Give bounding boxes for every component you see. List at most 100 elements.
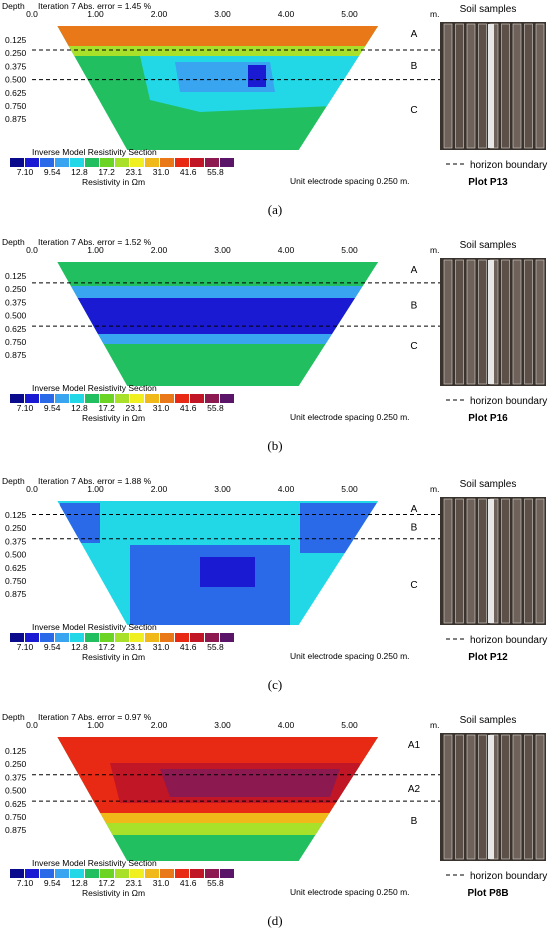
legend-title: Inverse Model Resistivity Section: [32, 858, 157, 868]
legend-swatch: [85, 869, 99, 878]
resistivity-section: [57, 737, 379, 861]
x-unit-label: m.: [430, 9, 439, 19]
legend-value: 7.10: [17, 403, 34, 413]
horizon-legend-label: horizon boundary: [470, 160, 547, 171]
legend-swatch: [25, 633, 39, 642]
x-tick-label: 1.00: [87, 484, 104, 494]
depth-tick-label: 0.250: [5, 759, 27, 769]
legend-swatch: [100, 633, 114, 642]
soil-core: [466, 734, 476, 860]
legend-value: 55.8: [207, 878, 224, 888]
legend-swatch: [115, 633, 129, 642]
depth-tick-label: 0.250: [5, 284, 27, 294]
resistivity-section: [57, 501, 379, 625]
legend-swatch: [160, 869, 174, 878]
legend-swatch: [175, 394, 189, 403]
x-tick-label: 2.00: [151, 720, 168, 730]
depth-tick-label: 0.875: [5, 114, 27, 124]
region-b-blue: [57, 298, 379, 334]
x-tick-label: 2.00: [151, 245, 168, 255]
legend-swatch: [205, 869, 219, 878]
legend-swatch: [130, 394, 144, 403]
legend-value: 23.1: [126, 642, 143, 652]
legend-swatch: [10, 394, 24, 403]
measuring-tape: [488, 260, 494, 384]
depth-axis-label: Depth: [2, 237, 25, 247]
legend-swatch: [115, 394, 129, 403]
legend-swatch: [55, 394, 69, 403]
panel-d: Depth Iteration 7 Abs. error = 0.97 %0.0 1…: [2, 712, 547, 928]
legend-swatch: [40, 633, 54, 642]
legend-value: 41.6: [180, 403, 197, 413]
soil-core: [524, 259, 533, 385]
legend-value: 12.8: [71, 878, 88, 888]
horizon-label: B: [411, 301, 418, 312]
resistivity-section: [57, 262, 379, 386]
x-tick-label: 5.00: [341, 9, 358, 19]
legend-swatch: [130, 633, 144, 642]
soil-core: [443, 259, 453, 385]
legend-title: Inverse Model Resistivity Section: [32, 383, 157, 393]
plot-label: Plot P8B: [467, 888, 508, 899]
electrode-spacing-label: Unit electrode spacing 0.250 m.: [290, 176, 410, 186]
legend-value: 7.10: [17, 642, 34, 652]
horizon-label: C: [410, 580, 417, 591]
electrode-spacing-label: Unit electrode spacing 0.250 m.: [290, 412, 410, 422]
legend-swatch: [10, 158, 24, 167]
legend-swatch: [100, 158, 114, 167]
soil-core: [478, 734, 487, 860]
legend-value: 41.6: [180, 642, 197, 652]
soil-core: [501, 259, 510, 385]
soil-core-photo: [440, 22, 546, 150]
iteration-title: Iteration 7 Abs. error = 1.52 %: [38, 237, 152, 247]
legend-value: 17.2: [98, 167, 115, 177]
legend-swatch: [10, 869, 24, 878]
legend-swatch: [10, 633, 24, 642]
legend-swatch: [85, 158, 99, 167]
legend-value: 55.8: [207, 167, 224, 177]
soil-core: [455, 23, 464, 149]
panel-b: Depth Iteration 7 Abs. error = 1.52 %0.0 1…: [2, 237, 547, 453]
resistivity-unit-label: Resistivity in Ωm: [82, 652, 145, 662]
soil-samples-label: Soil samples: [460, 479, 517, 490]
legend-swatch: [130, 869, 144, 878]
measuring-tape: [488, 499, 494, 623]
legend-swatch: [100, 869, 114, 878]
region-a2-purple: [160, 769, 340, 797]
legend-swatch: [85, 633, 99, 642]
depth-tick-label: 0.500: [5, 311, 27, 321]
legend-value: 17.2: [98, 878, 115, 888]
depth-tick-label: 0.500: [5, 550, 27, 560]
legend-value: 12.8: [71, 642, 88, 652]
region-left-blue: [60, 503, 100, 543]
x-tick-label: 2.00: [151, 484, 168, 494]
panel-letter: (b): [267, 438, 282, 453]
soil-core: [524, 498, 533, 624]
region-top-band: [57, 26, 379, 48]
legend-swatch: [55, 633, 69, 642]
soil-core: [535, 734, 545, 860]
legend-swatch: [145, 633, 159, 642]
electrode-spacing-label: Unit electrode spacing 0.250 m.: [290, 887, 410, 897]
horizon-label: B: [411, 61, 418, 72]
legend-value: 9.54: [44, 878, 61, 888]
x-tick-label: 1.00: [87, 9, 104, 19]
depth-tick-label: 0.375: [5, 61, 27, 71]
legend-value: 31.0: [153, 878, 170, 888]
legend-value: 41.6: [180, 167, 197, 177]
legend-value: 55.8: [207, 642, 224, 652]
x-unit-label: m.: [430, 484, 439, 494]
legend-value: 31.0: [153, 642, 170, 652]
legend-swatch: [25, 394, 39, 403]
x-tick-label: 4.00: [278, 720, 295, 730]
legend-swatch: [130, 158, 144, 167]
legend-swatch: [160, 394, 174, 403]
horizon-label: C: [410, 105, 417, 116]
legend-swatch: [40, 158, 54, 167]
soil-core: [501, 734, 510, 860]
depth-tick-label: 0.625: [5, 88, 27, 98]
panel-letter: (c): [268, 677, 282, 692]
depth-tick-label: 0.375: [5, 772, 27, 782]
measuring-tape: [488, 735, 494, 859]
